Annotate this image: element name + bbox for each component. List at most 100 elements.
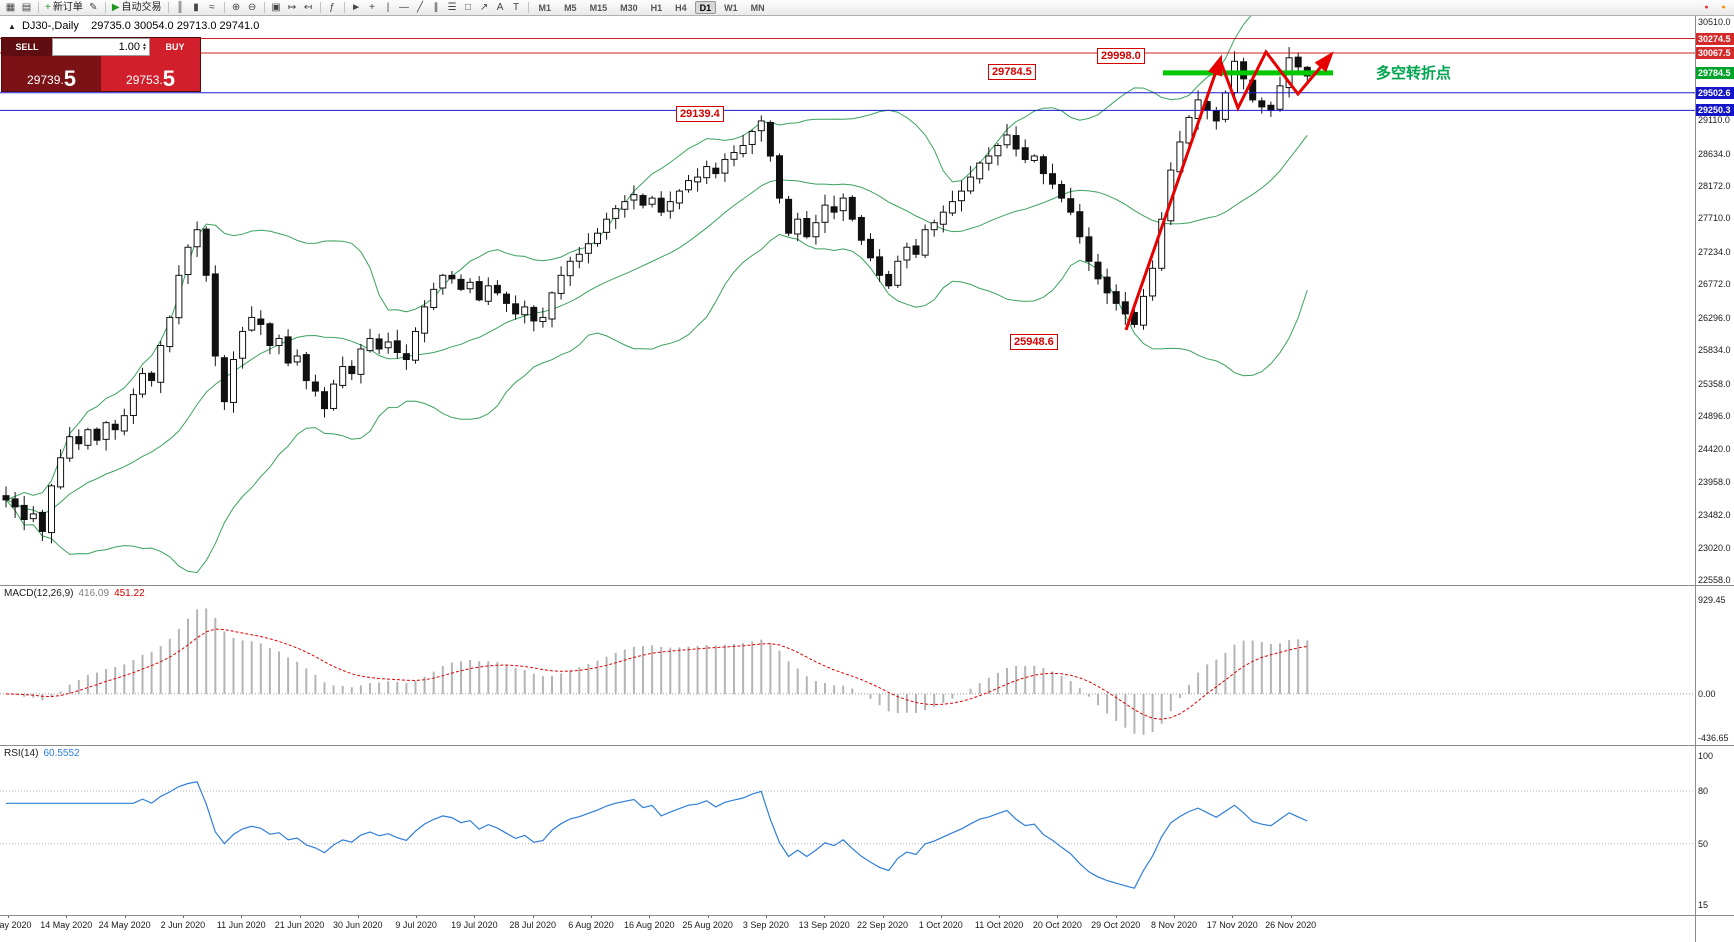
time-axis-label: 9 Jul 2020 — [395, 920, 437, 930]
stepper-up-icon[interactable]: ▲ — [142, 42, 147, 48]
time-axis-label: 7 May 2020 — [0, 920, 32, 930]
horizontal-line-icon-glyph: ― — [399, 1, 410, 13]
trendline-icon[interactable]: ╱ — [413, 1, 428, 15]
trend-annotation-label[interactable]: 多空转折点 — [1376, 65, 1452, 82]
arrow-tool-icon[interactable]: ↗ — [477, 1, 492, 15]
collapse-triangle-icon[interactable]: ▲ — [8, 22, 16, 31]
time-axis-tick — [824, 915, 826, 918]
time-axis-tick — [357, 915, 359, 918]
cursor-icon[interactable]: ► — [349, 1, 364, 15]
buy-button[interactable]: BUY — [150, 38, 200, 56]
time-axis-label: 17 Nov 2020 — [1206, 920, 1258, 930]
time-axis-label: 1 Oct 2020 — [918, 920, 963, 930]
timeframe-button-h4[interactable]: H4 — [675, 2, 687, 13]
vertical-line-icon-glyph: | — [386, 1, 390, 13]
sell-price-button[interactable]: 29739. 5 — [2, 56, 101, 91]
fibonacci-icon[interactable]: ☰ — [445, 1, 460, 15]
time-axis-tick — [532, 915, 534, 918]
price-callout[interactable]: 29139.4 — [676, 106, 724, 122]
zoom-in-icon[interactable]: ⊕ — [229, 1, 244, 15]
timeframe-button-d1[interactable]: D1 — [694, 1, 717, 14]
price-marker-badge: 30274.5 — [1696, 32, 1734, 45]
price-axis-label: 23958.0 — [1698, 476, 1731, 487]
rsi-indicator-label: RSI(14) 60.5552 — [4, 748, 80, 759]
price-axis-label: 27710.0 — [1698, 213, 1731, 224]
buy-price-big-digit: 5 — [162, 66, 175, 91]
connection-status-icon[interactable]: ● — [1704, 4, 1709, 11]
new-order-button-glyph: + — [45, 1, 51, 13]
macd-axis-label: 0.00 — [1698, 688, 1716, 699]
shapes-icon-glyph: □ — [465, 1, 472, 13]
volume-stepper[interactable]: ▲ ▼ — [142, 42, 147, 52]
sell-button[interactable]: SELL — [2, 38, 52, 56]
time-axis-tick — [66, 915, 68, 918]
price-axis-label: 25834.0 — [1698, 345, 1731, 356]
vertical-line-icon[interactable]: | — [381, 1, 396, 15]
time-axis-tick — [882, 915, 884, 918]
time-axis-tick — [182, 915, 184, 918]
toolbar-separator — [343, 2, 345, 13]
buy-price-button[interactable]: 29753. 5 — [101, 56, 200, 91]
profiles-icon[interactable]: ▤ — [19, 1, 34, 15]
time-axis-label: 8 Nov 2020 — [1150, 920, 1198, 930]
timeframe-button-m1[interactable]: M1 — [538, 2, 552, 13]
price-callout[interactable]: 29998.0 — [1097, 48, 1145, 64]
zoom-out-icon[interactable]: ⊖ — [245, 1, 260, 15]
price-callout[interactable]: 25948.6 — [1010, 334, 1058, 350]
price-axis-label: 29110.0 — [1698, 115, 1730, 126]
price-axis-label: 28634.0 — [1698, 148, 1731, 159]
price-callout[interactable]: 29784.5 — [988, 64, 1036, 80]
timeframe-button-m5[interactable]: M5 — [564, 2, 577, 13]
auto-scroll-icon[interactable]: ↦ — [285, 1, 300, 15]
new-chart-icon[interactable]: ▦ — [3, 1, 18, 15]
price-axis-label: 23020.0 — [1698, 542, 1731, 553]
sell-price-big-digit: 5 — [63, 66, 76, 91]
panel-separator — [0, 915, 1734, 916]
time-axis[interactable]: 7 May 2020 14 May 2020 24 May 2020 2 Jun 20… — [0, 915, 1695, 942]
bar-chart-type-icon-glyph: ║ — [176, 1, 184, 13]
tile-windows-icon[interactable]: ▣ — [269, 1, 284, 15]
price-marker-badge: 29250.3 — [1696, 104, 1734, 117]
channel-icon[interactable]: ∥ — [429, 1, 444, 15]
volume-input[interactable]: 1.00 ▲ ▼ — [52, 38, 150, 56]
sell-price-main: 29739. — [27, 73, 64, 87]
crosshair-icon[interactable]: + — [365, 1, 380, 15]
macd-axis-label: 929.45 — [1698, 595, 1726, 605]
alerts-icon[interactable]: ● — [1721, 4, 1726, 11]
time-axis-label: 3 Sep 2020 — [742, 920, 789, 930]
metaeditor-icon[interactable]: ✎ — [86, 1, 101, 15]
macd-axis-label: -436.65 — [1698, 733, 1729, 743]
time-axis-tick — [1232, 915, 1234, 918]
rsi-axis-label: 50 — [1698, 838, 1709, 849]
stepper-down-icon[interactable]: ▼ — [142, 46, 147, 52]
indicators-icon-glyph: ƒ — [329, 1, 335, 13]
time-axis-label: 26 Nov 2020 — [1265, 920, 1317, 930]
chart-shift-icon[interactable]: ↤ — [301, 1, 316, 15]
label-icon[interactable]: T — [509, 1, 524, 15]
profiles-icon-glyph: ▤ — [21, 1, 32, 13]
rsi-axis-label: 80 — [1698, 786, 1709, 797]
timeframe-button-m15[interactable]: M15 — [589, 2, 608, 13]
autotrading-button[interactable]: ▶ 自动交易 — [110, 1, 164, 15]
timeframe-button-h1[interactable]: H1 — [650, 2, 663, 13]
timeframe-button-mn[interactable]: MN — [750, 2, 765, 13]
buy-price-main: 29753. — [126, 73, 163, 87]
time-axis-tick — [416, 915, 418, 918]
time-axis-label: 11 Jun 2020 — [216, 920, 266, 930]
horizontal-line-icon[interactable]: ― — [397, 1, 412, 15]
line-chart-type-icon[interactable]: ≈ — [205, 1, 220, 15]
chart-header: ▲ DJ30-,Daily 29735.0 30054.0 29713.0 29… — [8, 20, 259, 32]
price-axis-label: 22558.0 — [1698, 575, 1731, 585]
indicators-icon[interactable]: ƒ — [325, 1, 340, 15]
timeframe-button-w1[interactable]: W1 — [724, 2, 738, 13]
price-axis[interactable]: 30510.0 29110.0 28634.0 28172.0 27710.0 27234… — [1695, 16, 1734, 942]
new-order-button[interactable]: + 新订单 — [43, 1, 85, 15]
bar-chart-type-icon[interactable]: ║ — [173, 1, 188, 15]
text-icon[interactable]: A — [493, 1, 508, 15]
time-axis-tick — [1174, 915, 1175, 918]
timeframe-button-m30[interactable]: M30 — [620, 2, 638, 13]
candlestick-type-icon[interactable]: ▮ — [189, 1, 204, 15]
tile-windows-icon-glyph: ▣ — [271, 1, 281, 13]
shapes-icon[interactable]: □ — [461, 1, 476, 15]
